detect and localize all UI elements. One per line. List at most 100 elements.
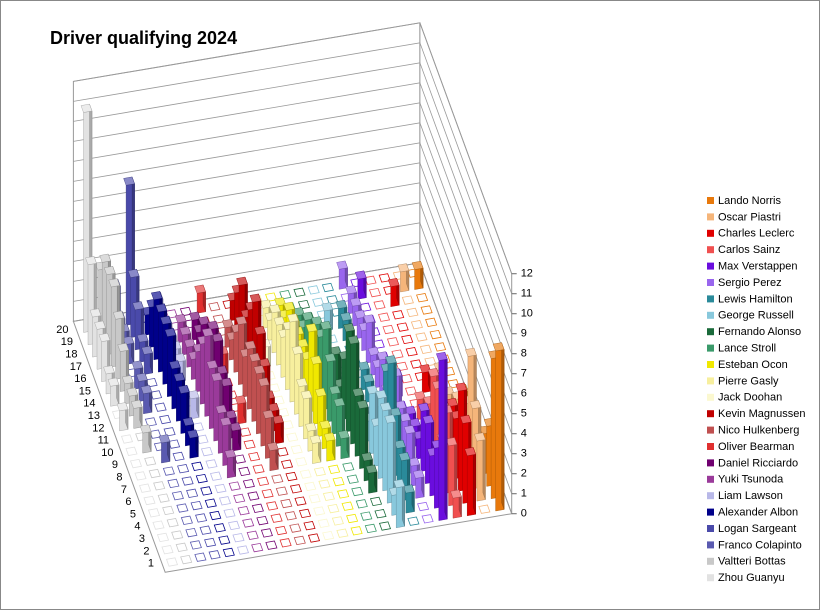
bar-face bbox=[346, 474, 359, 484]
bar bbox=[373, 300, 386, 310]
grid-line bbox=[73, 82, 513, 334]
bar-face bbox=[210, 372, 223, 382]
bar bbox=[332, 476, 345, 487]
bar-face bbox=[249, 352, 261, 362]
bar-face bbox=[248, 452, 261, 462]
bar bbox=[281, 420, 294, 430]
bar-face bbox=[343, 323, 355, 333]
grid-line bbox=[73, 22, 513, 274]
legend-swatch bbox=[707, 377, 714, 385]
bar bbox=[196, 434, 209, 444]
bar-face bbox=[201, 327, 214, 337]
bar-face bbox=[222, 319, 234, 329]
bar bbox=[280, 498, 293, 509]
bar-face bbox=[204, 537, 217, 548]
x-tick-label: 19 bbox=[61, 336, 73, 348]
bar bbox=[204, 498, 217, 508]
bar bbox=[478, 504, 491, 514]
x-tick-label: 4 bbox=[134, 521, 140, 533]
bar bbox=[161, 545, 174, 555]
bar-face bbox=[369, 496, 383, 507]
bar bbox=[147, 508, 161, 518]
bar bbox=[294, 496, 307, 506]
bar-face bbox=[336, 260, 348, 270]
x-tick-label: 10 bbox=[101, 447, 113, 459]
bar bbox=[407, 516, 420, 526]
bar bbox=[369, 496, 383, 507]
bar-face bbox=[393, 479, 405, 489]
bar-face bbox=[425, 317, 438, 327]
bar-face bbox=[271, 474, 284, 484]
bar-face bbox=[365, 464, 378, 474]
bar-face bbox=[256, 515, 269, 526]
bar-face bbox=[450, 489, 462, 499]
bar bbox=[167, 478, 180, 489]
bar bbox=[186, 488, 199, 498]
grid-line bbox=[73, 202, 513, 454]
legend-label: Franco Colapinto bbox=[718, 539, 802, 551]
bar-face bbox=[194, 552, 207, 562]
bar-face bbox=[281, 420, 294, 430]
bar-face bbox=[190, 500, 203, 511]
bar bbox=[342, 462, 355, 472]
bar-face bbox=[196, 434, 209, 444]
bar-face bbox=[279, 290, 292, 300]
bar bbox=[134, 471, 147, 481]
bar-face bbox=[274, 297, 286, 307]
bar bbox=[265, 540, 278, 550]
y-tick-label: 0 bbox=[521, 508, 527, 520]
bar bbox=[209, 510, 222, 521]
bar-face bbox=[386, 337, 400, 347]
bar-face bbox=[349, 297, 362, 307]
bar-face bbox=[222, 547, 235, 558]
bar bbox=[256, 515, 269, 526]
bar-face bbox=[227, 520, 241, 531]
bar bbox=[341, 501, 354, 511]
bar bbox=[185, 527, 198, 538]
bar-face bbox=[108, 278, 120, 288]
bar-face bbox=[85, 256, 97, 266]
bar-face bbox=[391, 349, 404, 359]
bar bbox=[237, 506, 250, 516]
bar-face bbox=[297, 299, 311, 310]
bar bbox=[415, 332, 428, 342]
bar-face bbox=[361, 452, 373, 462]
bar-face bbox=[182, 417, 195, 427]
bar-face bbox=[186, 488, 199, 498]
bar-face bbox=[180, 515, 193, 525]
bar-face bbox=[200, 486, 213, 496]
bar bbox=[195, 513, 208, 523]
legend-label: Pierre Gasly bbox=[718, 375, 779, 387]
x-tick-label: 18 bbox=[65, 348, 77, 360]
bar bbox=[156, 532, 170, 543]
bar-face bbox=[174, 314, 187, 323]
legend-swatch bbox=[707, 492, 714, 500]
y-tick-label: 2 bbox=[521, 468, 527, 480]
bar bbox=[171, 530, 184, 540]
bar bbox=[180, 554, 193, 565]
legend-label: Nico Hulkenberg bbox=[718, 425, 799, 437]
bar-face bbox=[328, 464, 341, 474]
bar-face bbox=[89, 308, 102, 318]
bar-face bbox=[403, 425, 416, 435]
bar-face bbox=[304, 481, 317, 492]
bar-face bbox=[162, 505, 175, 516]
bar-face bbox=[120, 434, 134, 444]
bar-face bbox=[341, 501, 354, 511]
bar-face bbox=[308, 494, 321, 504]
legend-swatch bbox=[707, 459, 714, 467]
bar-face bbox=[266, 501, 279, 511]
y-tick-label: 1 bbox=[521, 488, 527, 500]
legend-swatch bbox=[707, 525, 714, 532]
bar-face bbox=[335, 299, 348, 309]
bar-face bbox=[172, 451, 185, 462]
bar-face bbox=[324, 353, 337, 363]
bar-face bbox=[138, 483, 152, 493]
legend-swatch bbox=[707, 541, 714, 549]
legend-label: Daniel Ricciardo bbox=[718, 457, 798, 469]
bar bbox=[331, 516, 344, 526]
grid-line bbox=[73, 182, 513, 434]
bar-face bbox=[136, 372, 148, 382]
bar-face bbox=[126, 387, 138, 397]
bar bbox=[434, 342, 447, 352]
